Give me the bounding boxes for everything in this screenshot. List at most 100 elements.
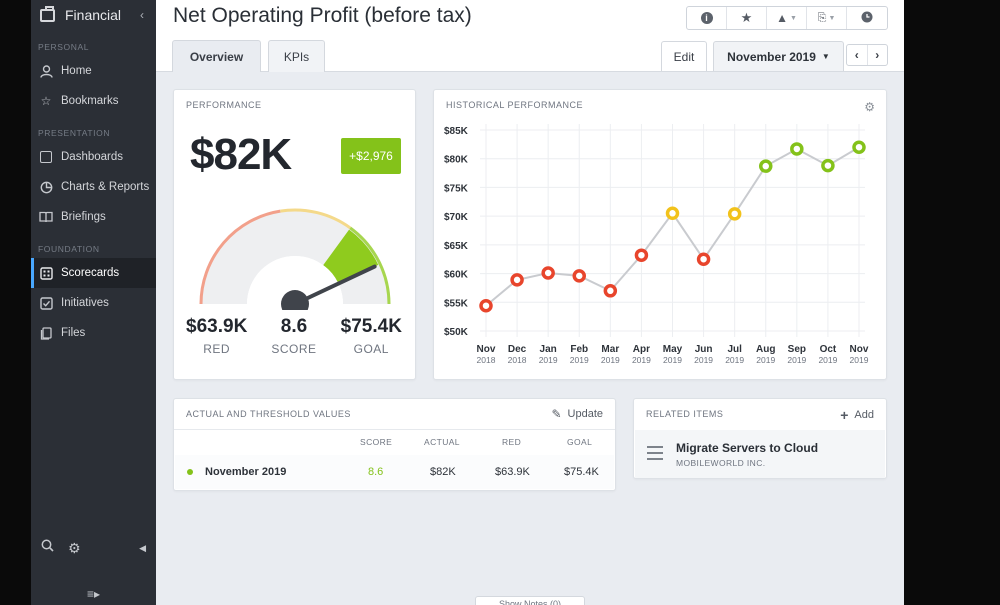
data-point[interactable] xyxy=(510,273,524,287)
sidebar-item-home[interactable]: Home xyxy=(31,56,156,86)
period-nav: ‹ › xyxy=(846,44,888,66)
card-title: ACTUAL AND THRESHOLD VALUES xyxy=(186,409,351,419)
sidebar-item-initiatives[interactable]: Initiatives xyxy=(31,288,156,318)
export-button[interactable]: ⎘ ▼ xyxy=(807,7,847,29)
data-point[interactable] xyxy=(821,158,835,173)
related-item[interactable]: Migrate Servers to Cloud MOBILEWORLD INC… xyxy=(635,430,885,478)
pencil-icon: ✎ xyxy=(551,407,562,421)
x-tick-year: 2019 xyxy=(663,355,682,365)
related-items-card: RELATED ITEMS + Add Migrate Servers to C… xyxy=(633,398,887,479)
collapse-sidebar-icon[interactable]: ◀ xyxy=(139,542,146,553)
related-item-title: Migrate Servers to Cloud xyxy=(676,441,819,455)
x-axis-labels: Nov2018Dec2018Jan2019Feb2019Mar2019Apr20… xyxy=(477,344,869,365)
historical-performance-card: HISTORICAL PERFORMANCE ⚙ $50K $55K $60K $65… xyxy=(433,89,887,380)
history-button[interactable] xyxy=(847,7,887,29)
x-tick-month: Dec xyxy=(508,344,527,355)
x-tick-month: May xyxy=(663,344,683,355)
data-point[interactable] xyxy=(727,207,742,221)
x-tick-month: Nov xyxy=(850,344,869,355)
info-icon: i xyxy=(700,12,713,24)
data-point[interactable] xyxy=(790,142,804,156)
export-icon: ⎘ xyxy=(817,11,827,24)
sidebar-toolbar: ⚙ ◀ xyxy=(31,536,156,560)
sidebar-item-dashboards[interactable]: Dashboards xyxy=(31,142,156,172)
x-tick-month: Sep xyxy=(788,344,806,355)
page-title: Net Operating Profit (before tax) xyxy=(173,4,472,27)
historical-line-chart: $50K$55K$60K$65K$70K$75K$80K$85K Nov2018… xyxy=(444,124,869,365)
data-point[interactable] xyxy=(665,206,680,221)
chevron-left-icon[interactable]: ‹ xyxy=(140,8,144,22)
x-tick-year: 2018 xyxy=(477,355,496,365)
status-dot xyxy=(187,469,193,475)
window-frame-left xyxy=(0,0,31,605)
alert-button[interactable]: ▲ ▼ xyxy=(767,7,807,29)
goal-stat: $75.4K GOAL xyxy=(341,316,402,356)
y-tick-label: $65K xyxy=(444,241,469,252)
menu-toggle-icon[interactable]: ≡▸ xyxy=(86,587,101,601)
data-point[interactable] xyxy=(634,248,649,262)
data-point[interactable] xyxy=(696,252,711,266)
sidebar-item-label: Home xyxy=(61,65,92,77)
sidebar-item-files[interactable]: Files xyxy=(31,318,156,348)
update-button[interactable]: ✎ Update xyxy=(551,407,603,421)
sidebar-item-charts-reports[interactable]: Charts & Reports xyxy=(31,172,156,202)
edit-button[interactable]: Edit xyxy=(661,41,707,71)
sidebar-item-label: Bookmarks xyxy=(61,95,119,107)
performance-card: PERFORMANCE $82K +$2,976 $63.9K RED xyxy=(173,89,416,380)
x-tick-year: 2019 xyxy=(725,355,744,365)
y-tick-label: $80K xyxy=(444,155,469,166)
gauge-needle xyxy=(293,264,377,306)
app-name: Financial xyxy=(65,7,122,23)
x-tick-month: Jul xyxy=(727,344,742,355)
data-point[interactable] xyxy=(572,269,586,283)
tab-kpis[interactable]: KPIs xyxy=(268,40,325,72)
add-label: Add xyxy=(854,409,874,421)
gear-icon[interactable]: ⚙ xyxy=(864,100,875,114)
column-header-goal: GOAL xyxy=(567,437,593,447)
sidebar-item-bookmarks[interactable]: ☆ Bookmarks xyxy=(31,86,156,116)
x-tick-month: Aug xyxy=(756,344,775,355)
sidebar-item-briefings[interactable]: Briefings xyxy=(31,202,156,232)
data-point[interactable] xyxy=(541,266,555,280)
gauge-needle-hub xyxy=(281,290,309,310)
sidebar: Financial ‹ PERSONAL Home ☆ Bookmarks PR… xyxy=(31,0,156,605)
data-point[interactable] xyxy=(603,284,618,298)
show-notes-button[interactable]: Show Notes (0) xyxy=(475,596,585,605)
sidebar-item-label: Charts & Reports xyxy=(61,181,150,193)
info-button[interactable]: i xyxy=(687,7,727,29)
x-tick-month: Jan xyxy=(540,344,557,355)
tab-overview[interactable]: Overview xyxy=(172,40,261,72)
row-red: $63.9K xyxy=(495,466,530,478)
initiative-list-icon xyxy=(647,446,663,462)
search-icon[interactable] xyxy=(41,539,54,557)
gauge-yellow-band xyxy=(280,208,352,230)
x-tick-year: 2019 xyxy=(570,355,589,365)
next-period-button[interactable]: › xyxy=(875,48,880,62)
sidebar-header[interactable]: Financial ‹ xyxy=(31,0,156,30)
sidebar-item-scorecards[interactable]: Scorecards xyxy=(31,258,156,288)
section-presentation: PRESENTATION xyxy=(38,128,111,138)
gear-icon[interactable]: ⚙ xyxy=(68,539,81,556)
bookmark-button[interactable]: ★ xyxy=(727,7,767,29)
actual-threshold-card: ACTUAL AND THRESHOLD VALUES ✎ Update SCO… xyxy=(173,398,616,491)
data-point[interactable] xyxy=(759,159,773,173)
table-row[interactable]: November 2019 8.6 $82K $63.9K $75.4K xyxy=(175,455,614,489)
x-tick-year: 2018 xyxy=(508,355,527,365)
sidebar-item-label: Dashboards xyxy=(61,151,124,163)
add-related-button[interactable]: + Add xyxy=(840,407,874,423)
sidebar-item-label: Scorecards xyxy=(61,267,120,279)
period-selector[interactable]: November 2019 ▼ xyxy=(713,41,844,71)
briefcase-icon xyxy=(40,5,55,22)
data-point[interactable] xyxy=(852,140,866,154)
row-score: 8.6 xyxy=(368,466,384,478)
card-title: HISTORICAL PERFORMANCE xyxy=(446,100,584,110)
book-icon xyxy=(39,210,53,224)
score-stat: 8.6 SCORE xyxy=(271,316,316,356)
chart-grid xyxy=(480,124,865,337)
star-icon: ★ xyxy=(740,10,753,25)
update-label: Update xyxy=(567,408,603,420)
previous-period-button[interactable]: ‹ xyxy=(847,45,868,65)
y-tick-label: $70K xyxy=(444,212,469,223)
scorecard-icon xyxy=(39,266,53,280)
data-point[interactable] xyxy=(479,298,493,313)
